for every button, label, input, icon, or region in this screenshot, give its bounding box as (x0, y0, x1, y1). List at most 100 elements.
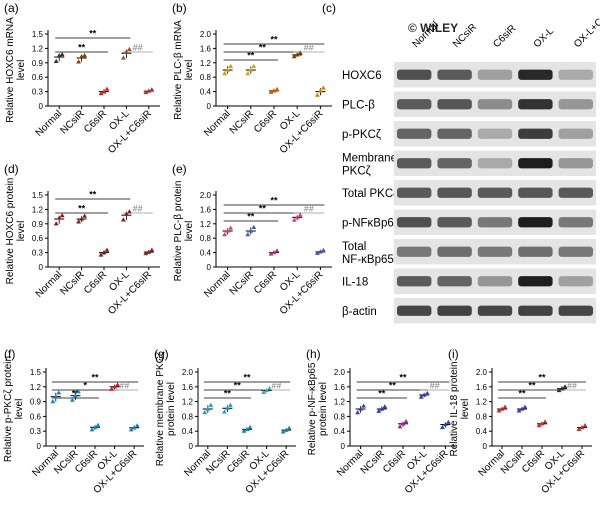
data-point (268, 89, 274, 94)
blot-row: β-actin (342, 298, 596, 324)
blot-band (518, 99, 553, 110)
data-point (53, 58, 59, 63)
x-tick-label: Normal (202, 269, 233, 300)
data-point (318, 249, 323, 254)
data-point (245, 71, 251, 76)
sig-label: ** (378, 389, 386, 399)
data-point (496, 408, 502, 413)
data-point (225, 405, 230, 410)
blot-band (477, 69, 513, 80)
y-tick-label: 1.2 (30, 383, 42, 392)
sig-label: ** (78, 204, 86, 214)
data-point (95, 422, 101, 427)
sig-label: ** (270, 35, 278, 45)
blot-band (558, 187, 593, 198)
sig-label: ** (538, 373, 546, 383)
data-point (355, 410, 360, 415)
y-tick-label: 0.9 (32, 220, 44, 229)
sig-label: ** (89, 190, 97, 200)
sig-label: ** (247, 51, 255, 61)
data-point (222, 409, 227, 414)
x-tick-label: C6siR (82, 269, 109, 296)
data-point (128, 427, 134, 432)
y-tick-label: 0.8 (334, 412, 346, 421)
data-point (297, 212, 303, 217)
chart-panel-h: (h) 0 0.4 0.8 1.2 1.6 2.0 Relative p-NF-κBp65pr… (306, 347, 456, 496)
data-point (499, 406, 505, 411)
sig-label: ## (119, 381, 129, 391)
data-point (53, 221, 59, 226)
data-point (208, 402, 214, 407)
data-point (124, 211, 129, 216)
panel-label: (f) (4, 347, 15, 361)
blot-band (397, 128, 432, 139)
chart-panel-b: (b) 0 0.4 0.8 1.2 1.6 2.0 Relative PLC-β mRNAle… (172, 1, 332, 156)
blot-row: IL-18 (342, 268, 596, 294)
y-axis-label-line: Relative PLC-β mRNA (173, 20, 184, 120)
sig-label: ## (304, 43, 314, 53)
sig-label: ** (518, 389, 526, 399)
data-point (403, 418, 409, 424)
data-point (440, 424, 445, 430)
data-point (245, 232, 251, 237)
blot-band (558, 128, 593, 139)
y-axis-label-line: level (460, 399, 471, 420)
lane-label: C6siR (491, 23, 518, 50)
x-tick-label: C6siR (252, 108, 279, 135)
data-point (134, 423, 140, 428)
data-point (131, 425, 137, 430)
data-point (98, 252, 104, 257)
blot-band (477, 187, 513, 198)
data-point (291, 217, 297, 222)
blot-band (558, 276, 593, 287)
blot-band (397, 305, 432, 316)
blot-band (477, 217, 513, 228)
data-point (56, 390, 62, 395)
blot-band (437, 305, 472, 316)
blot-row-label: p-PKCζ (342, 129, 381, 141)
y-tick-label: 0.4 (476, 427, 488, 436)
panel-label: (h) (306, 347, 321, 361)
y-tick-label: 1.6 (334, 383, 346, 392)
data-point (294, 52, 300, 57)
blot-row: PLC-β (342, 91, 596, 117)
data-point (321, 247, 326, 253)
data-point (104, 86, 110, 91)
blot-band (558, 158, 593, 169)
data-point (56, 215, 62, 220)
y-tick-label: 1.5 (32, 191, 44, 200)
blot-row-label: PKCζ (342, 165, 371, 177)
x-tick-label: Normal (34, 108, 65, 139)
data-point (146, 88, 152, 93)
data-point (516, 408, 522, 413)
data-point (104, 247, 110, 252)
data-point (539, 421, 545, 426)
sig-label: ## (133, 43, 143, 53)
blot-band (558, 305, 593, 316)
y-tick-label: 2.0 (182, 368, 194, 377)
sig-label: ** (270, 196, 278, 206)
data-point (59, 213, 65, 218)
data-point (225, 228, 230, 233)
blot-band (518, 69, 553, 80)
y-tick-label: 1.2 (200, 59, 212, 68)
data-point (421, 392, 427, 397)
blot-band (477, 305, 513, 316)
data-point (443, 421, 448, 427)
y-tick-label: 0 (189, 442, 194, 451)
data-point (376, 408, 382, 413)
sig-label: ## (133, 204, 143, 214)
y-tick-label: 2.0 (334, 368, 346, 377)
y-tick-label: 1.6 (200, 44, 212, 53)
data-point (424, 390, 430, 396)
data-point (286, 425, 292, 430)
y-tick-label: 0.9 (30, 398, 42, 407)
data-point (315, 250, 320, 255)
y-axis-label: Relative membrane PKCζprotein level (155, 351, 177, 466)
y-axis-label-line: level (16, 221, 27, 242)
data-point (222, 71, 227, 76)
x-tick-label: Normal (34, 269, 65, 300)
watermark: © WILEY (408, 21, 458, 35)
